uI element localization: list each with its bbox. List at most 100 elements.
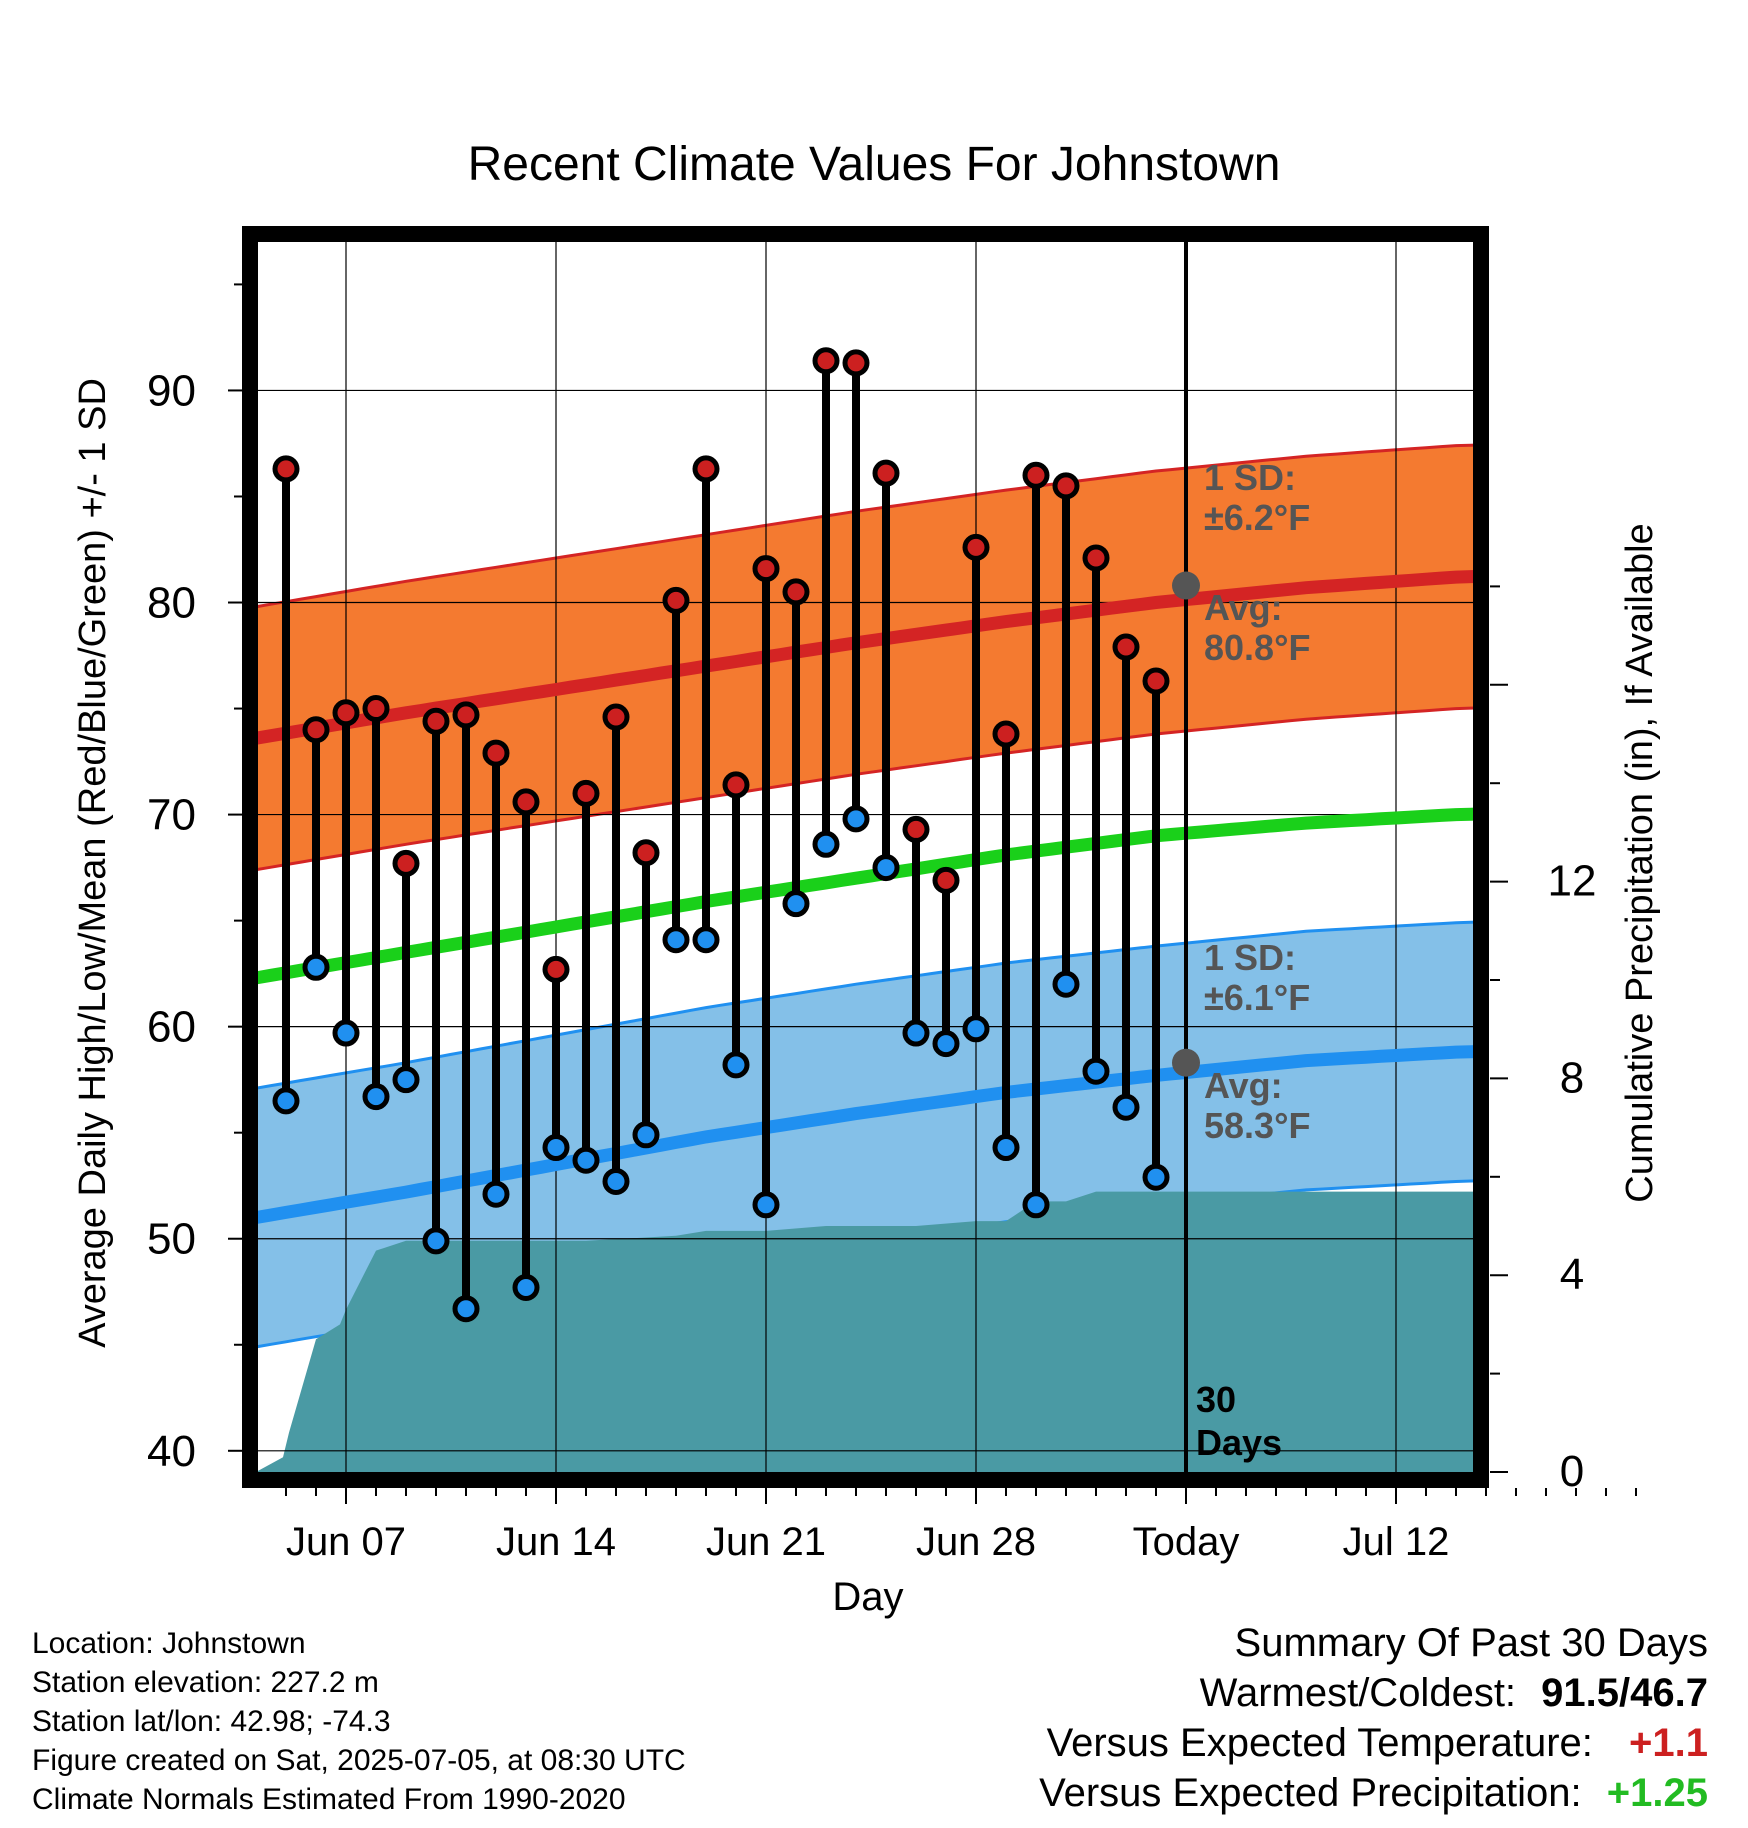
obs-low-point [782, 890, 810, 918]
obs-low-point [422, 1227, 450, 1255]
obs-high-point [632, 839, 660, 867]
warm-cold-value: 91.5/46.7 [1541, 1671, 1708, 1715]
high-sd-value: ±6.2°F [1204, 497, 1310, 538]
x-tick-label: Jun 21 [706, 1520, 826, 1564]
obs-low-point [1142, 1163, 1170, 1191]
precip-label: Versus Expected Precipitation: [1039, 1771, 1582, 1815]
y2-tick-label: 4 [1560, 1250, 1584, 1299]
y-tick-label: 70 [147, 791, 196, 840]
obs-high-point [482, 739, 510, 767]
obs-low-point [302, 953, 330, 981]
today-low-marker [1172, 1048, 1200, 1077]
low-sd-value: ±6.1°F [1204, 977, 1310, 1018]
obs-low-point [632, 1121, 660, 1149]
obs-low-point [572, 1146, 600, 1174]
obs-low-point [362, 1083, 390, 1111]
summary-panel: Summary Of Past 30 Days Warmest/Coldest:… [1039, 1618, 1708, 1818]
y-tick-label: 50 [147, 1215, 196, 1264]
obs-high-point [362, 695, 390, 723]
climate-chart: Recent Climate Values For Johnstown Day … [72, 138, 1661, 1619]
obs-low-point [992, 1134, 1020, 1162]
y2-tick-label: 0 [1560, 1447, 1584, 1496]
obs-high-point [812, 347, 840, 375]
y2-tick-label: 8 [1560, 1053, 1584, 1102]
obs-high-point [332, 699, 360, 727]
high-avg-label: Avg: [1204, 587, 1283, 628]
obs-low-point [812, 830, 840, 858]
obs-high-point [272, 455, 300, 483]
obs-low-point [902, 1019, 930, 1047]
obs-high-point [902, 815, 930, 843]
obs-low-point [332, 1019, 360, 1047]
obs-low-point [662, 926, 690, 954]
obs-high-point [1052, 472, 1080, 500]
obs-high-point [932, 866, 960, 894]
obs-low-point [752, 1191, 780, 1219]
location-text: Location: Johnstown [32, 1627, 306, 1660]
days-word-label: Days [1196, 1422, 1282, 1463]
obs-high-point [422, 707, 450, 735]
obs-low-point [272, 1087, 300, 1115]
obs-low-point [1082, 1057, 1110, 1085]
chart-title: Recent Climate Values For Johnstown [468, 138, 1281, 191]
obs-low-point [932, 1030, 960, 1058]
high-sd-label: 1 SD: [1204, 457, 1296, 498]
obs-high-point [692, 455, 720, 483]
obs-high-point [1112, 633, 1140, 661]
normals-text: Climate Normals Estimated From 1990-2020 [32, 1783, 626, 1816]
obs-high-point [302, 716, 330, 744]
days-count-label: 30 [1196, 1379, 1236, 1420]
y-tick-label: 60 [147, 1003, 196, 1052]
high-sd-upper-edge [258, 443, 1481, 608]
obs-low-point [1112, 1093, 1140, 1121]
elevation-text: Station elevation: 227.2 m [32, 1666, 379, 1699]
y-tick-label: 40 [147, 1427, 196, 1476]
y-tick-label: 80 [147, 579, 196, 628]
precip-area [258, 1191, 1481, 1472]
obs-high-point [872, 459, 900, 487]
obs-low-point [482, 1180, 510, 1208]
x-axis-label: Day [832, 1575, 903, 1619]
precip-value: +1.25 [1606, 1771, 1708, 1815]
y2-tick-label: 12 [1548, 857, 1597, 906]
low-avg-value: 58.3°F [1204, 1105, 1310, 1146]
obs-high-point [752, 555, 780, 583]
obs-low-point [962, 1015, 990, 1043]
avg-low-line [258, 1044, 1481, 1224]
x-tick-label: Jul 12 [1343, 1520, 1450, 1564]
low-sd-band [258, 922, 1481, 1347]
obs-high-point [1022, 461, 1050, 489]
obs-low-point [602, 1167, 630, 1195]
summary-warm-cold: Warmest/Coldest: 91.5/46.7 [1039, 1668, 1708, 1718]
obs-high-point [572, 779, 600, 807]
y-axis-label: Average Daily High/Low/Mean (Red/Blue/Gr… [72, 378, 114, 1348]
obs-low-point [452, 1295, 480, 1323]
obs-low-point [542, 1134, 570, 1162]
y-tick-label: 90 [147, 366, 196, 415]
station-info: Location: Johnstown Station elevation: 2… [32, 1624, 686, 1819]
obs-low-point [1052, 970, 1080, 998]
obs-low-point [1022, 1191, 1050, 1219]
created-text: Figure created on Sat, 2025-07-05, at 08… [32, 1744, 686, 1777]
summary-temp: Versus Expected Temperature: +1.1 [1039, 1718, 1708, 1768]
obs-high-point [992, 720, 1020, 748]
obs-high-point [452, 701, 480, 729]
obs-high-point [512, 788, 540, 816]
obs-low-point [722, 1051, 750, 1079]
obs-high-point [842, 349, 870, 377]
high-sd-lower-edge [258, 706, 1481, 871]
obs-high-point [662, 586, 690, 614]
warm-cold-label: Warmest/Coldest: [1199, 1671, 1517, 1715]
plot-clip-group [258, 242, 1481, 1472]
avg-high-line [258, 569, 1481, 745]
obs-high-point [602, 703, 630, 731]
avg-mean-line [258, 807, 1481, 985]
obs-low-point [842, 805, 870, 833]
summary-title: Summary Of Past 30 Days [1234, 1621, 1708, 1665]
obs-low-point [512, 1274, 540, 1301]
x-tick-label: Jun 07 [286, 1520, 406, 1564]
summary-precip: Versus Expected Precipitation: +1.25 [1039, 1768, 1708, 1818]
obs-high-point [1082, 544, 1110, 572]
x-tick-label: Jun 28 [916, 1520, 1036, 1564]
